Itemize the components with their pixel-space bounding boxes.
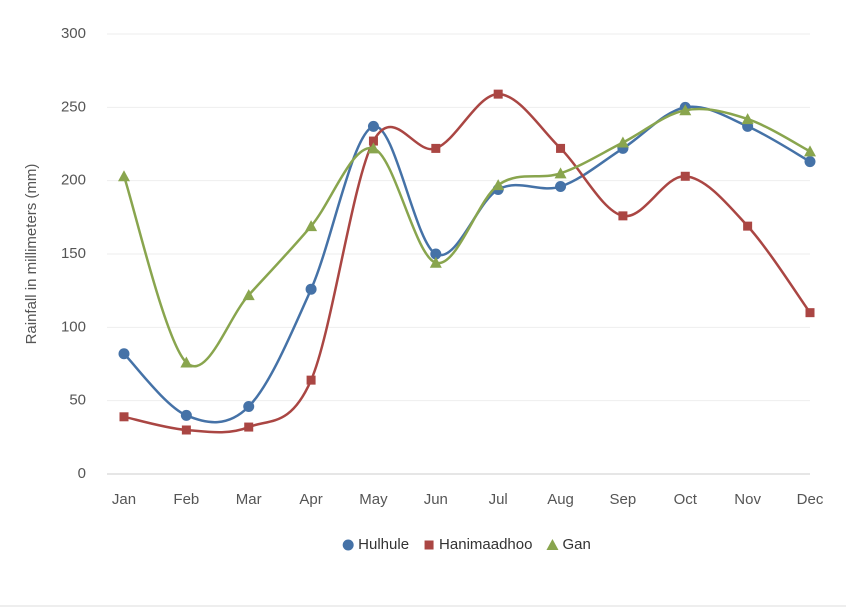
x-tick-label: Feb: [173, 491, 199, 508]
y-tick-label: 250: [61, 98, 86, 115]
series-line: [123, 92, 812, 434]
legend-item: Hanimaadhoo: [424, 536, 532, 553]
data-point: [243, 401, 255, 413]
x-tick-label: Mar: [236, 491, 262, 508]
data-point: [804, 145, 816, 157]
data-point: [492, 179, 505, 191]
data-point: [431, 143, 441, 153]
y-tick-label: 300: [61, 25, 86, 42]
y-tick-label: 150: [61, 245, 86, 262]
data-point: [119, 412, 129, 422]
x-tick-label: Jun: [424, 491, 448, 508]
data-point: [556, 143, 566, 153]
x-tick-label: Oct: [674, 491, 698, 508]
x-tick-label: May: [359, 491, 388, 508]
data-point: [554, 167, 567, 179]
data-point: [555, 181, 567, 193]
data-point: [367, 142, 380, 154]
data-point: [429, 256, 442, 268]
data-point: [306, 375, 316, 385]
legend-label: Hanimaadhoo: [439, 536, 532, 553]
legend: Hulhule Hanimaadhoo Gan: [342, 536, 591, 553]
data-point: [180, 356, 193, 368]
y-axis-title: Rainfall in millimeters (mm): [23, 164, 40, 345]
data-point: [743, 221, 753, 231]
data-point: [680, 171, 690, 181]
data-point: [679, 104, 692, 116]
legend-item: Hulhule: [342, 536, 409, 553]
data-point: [305, 283, 317, 295]
legend-item: Gan: [546, 536, 591, 553]
y-tick-label: 0: [78, 465, 86, 482]
y-tick-label: 50: [69, 392, 86, 409]
legend-label: Gan: [562, 536, 590, 553]
y-tick-label: 200: [61, 172, 86, 189]
data-point: [430, 248, 442, 260]
data-point: [244, 422, 254, 432]
x-tick-label: Jan: [112, 491, 136, 508]
x-tick-label: Nov: [734, 491, 761, 508]
data-point: [741, 113, 754, 125]
legend-marker: [546, 539, 559, 550]
x-tick-label: Jul: [489, 491, 508, 508]
data-point: [616, 136, 629, 148]
data-point: [367, 120, 379, 132]
legend-label: Hulhule: [358, 536, 409, 553]
data-point: [368, 136, 378, 146]
legend-marker: [342, 539, 354, 551]
series-line: [123, 105, 811, 424]
data-point: [804, 156, 816, 168]
data-point: [118, 170, 130, 182]
data-point: [493, 89, 503, 99]
legend-marker: [424, 540, 434, 550]
y-tick-label: 100: [61, 318, 86, 335]
x-tick-label: Aug: [547, 491, 574, 508]
x-tick-label: Apr: [299, 491, 322, 508]
x-tick-label: Dec: [797, 491, 824, 508]
data-point: [242, 289, 255, 301]
data-point: [118, 348, 130, 360]
data-point: [305, 220, 318, 232]
data-point: [181, 425, 191, 435]
data-point: [180, 409, 192, 421]
data-point: [618, 211, 628, 221]
x-tick-label: Sep: [610, 491, 637, 508]
data-point: [805, 308, 815, 318]
